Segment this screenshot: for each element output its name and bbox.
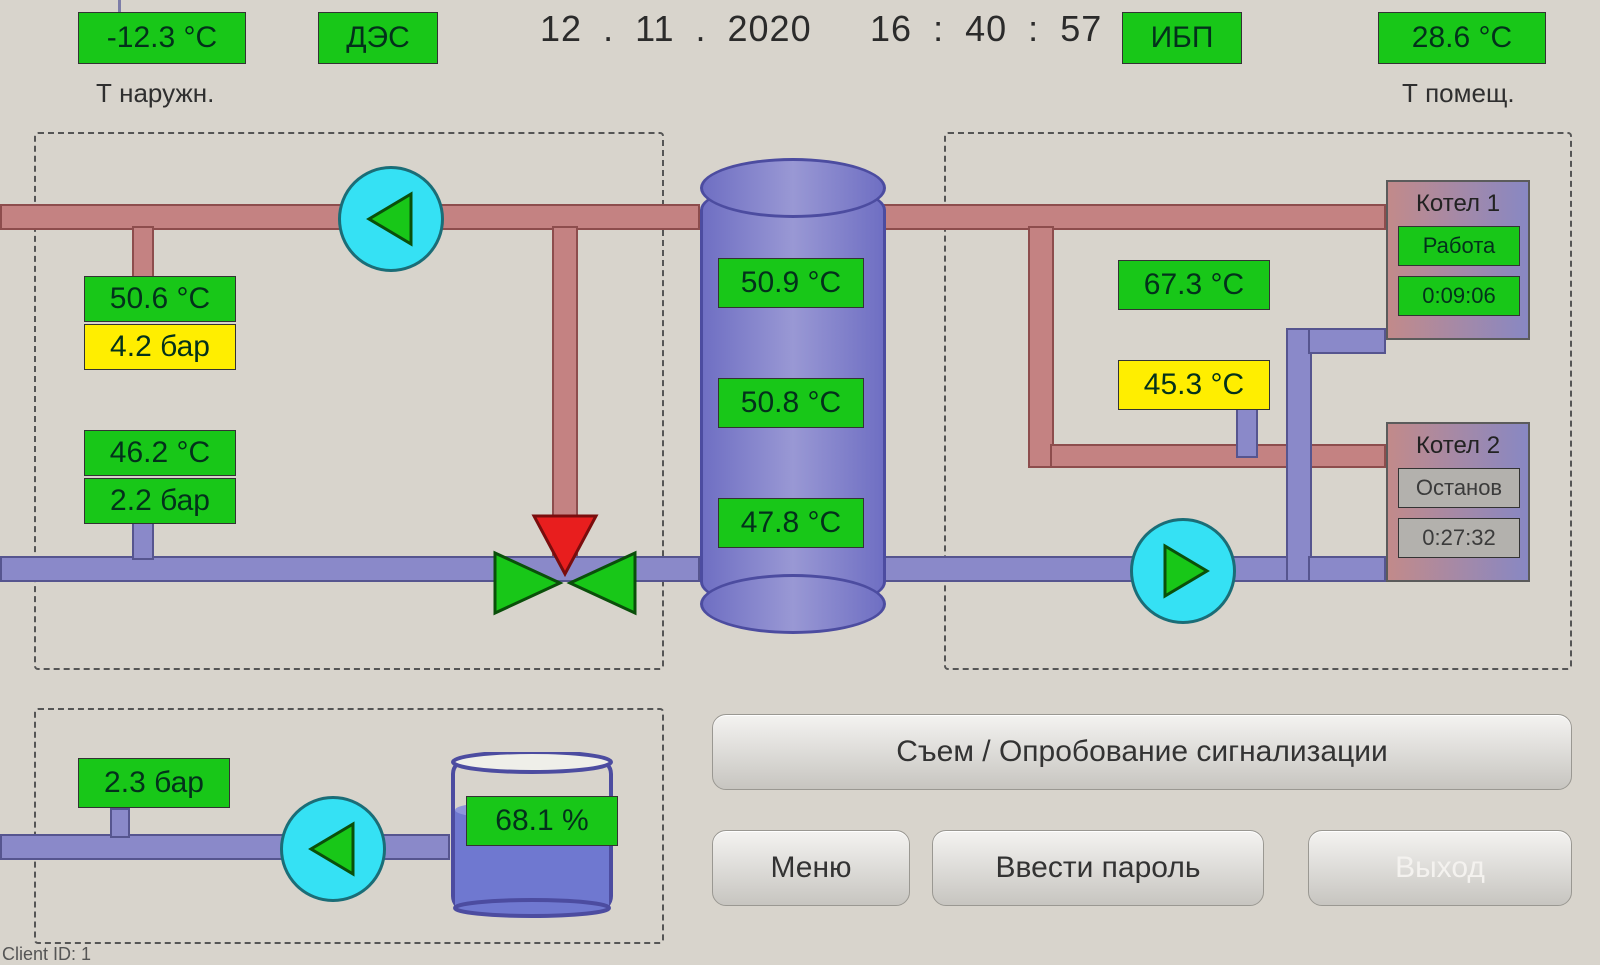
room-temp-label: Т помещ. — [1402, 78, 1515, 109]
boiler-return-vert — [1286, 328, 1312, 582]
outdoor-temp-value: -12.3 °C — [78, 12, 246, 64]
return-press-value: 2.2 бар — [84, 478, 236, 524]
boiler-1[interactable]: Котел 1 Работа 0:09:06 — [1386, 180, 1530, 340]
pump-arrow-left-icon — [303, 819, 363, 879]
time-s: 57 — [1060, 8, 1102, 49]
date-sep2: . — [685, 8, 716, 49]
cold-pipe-right — [878, 556, 1308, 582]
circulation-pump-right[interactable] — [1130, 518, 1236, 624]
boiler-2-title: Котел 2 — [1398, 432, 1518, 460]
boiler-out-temp: 67.3 °C — [1118, 260, 1270, 310]
makeup-stub — [110, 808, 130, 838]
room-temp-value: 28.6 °C — [1378, 12, 1546, 64]
boiler-1-timer: 0:09:06 — [1398, 276, 1520, 316]
password-button[interactable]: Ввести пароль — [932, 830, 1264, 906]
boiler-feed-vert — [1028, 226, 1054, 468]
tank-temp-bot: 47.8 °C — [718, 498, 864, 548]
date-year: 2020 — [728, 8, 812, 49]
date-month: 11 — [635, 8, 674, 49]
supply-stub — [132, 226, 154, 280]
outdoor-pipe-stub — [118, 0, 121, 12]
exit-button[interactable]: Выход — [1308, 830, 1572, 906]
menu-button[interactable]: Меню — [712, 830, 910, 906]
time-sep1: : — [923, 8, 954, 49]
boiler-2-status: Останов — [1398, 468, 1520, 508]
tank-temp-mid: 50.8 °C — [718, 378, 864, 428]
boiler2-feed — [1050, 444, 1386, 468]
boiler-in-temp: 45.3 °C — [1118, 360, 1270, 410]
boiler-2[interactable]: Котел 2 Останов 0:27:32 — [1386, 422, 1530, 582]
boiler1-return — [1308, 328, 1386, 354]
boiler2-return — [1308, 556, 1386, 582]
outdoor-temp-label: Т наружн. — [96, 78, 214, 109]
makeup-pump[interactable] — [280, 796, 386, 902]
return-temp-value: 46.2 °C — [84, 430, 236, 476]
three-way-valve-icon[interactable] — [480, 508, 650, 628]
time-m: 40 — [965, 8, 1007, 49]
tank-temp-top: 50.9 °C — [718, 258, 864, 308]
client-id-label: Client ID: 1 — [2, 944, 91, 965]
ups-indicator[interactable]: ИБП — [1122, 12, 1242, 64]
des-indicator[interactable]: ДЭС — [318, 12, 438, 64]
supply-press-value: 4.2 бар — [84, 324, 236, 370]
makeup-level-value: 68.1 % — [466, 796, 618, 846]
boiler-1-status: Работа — [1398, 226, 1520, 266]
time-display: 16 : 40 : 57 — [870, 8, 1102, 50]
supply-temp-value: 50.6 °C — [84, 276, 236, 322]
alarm-test-button[interactable]: Съем / Опробование сигнализации — [712, 714, 1572, 790]
boiler-2-timer: 0:27:32 — [1398, 518, 1520, 558]
date-sep1: . — [593, 8, 624, 49]
boiler-1-title: Котел 1 — [1398, 190, 1518, 218]
right-cold-stub — [1236, 408, 1258, 458]
time-h: 16 — [870, 8, 912, 49]
time-sep2: : — [1018, 8, 1049, 49]
pump-arrow-left-icon — [361, 189, 421, 249]
date-display: 12 . 11 . 2020 — [540, 8, 812, 50]
date-day: 12 — [540, 8, 582, 49]
hot-pipe-right — [878, 204, 1386, 230]
circulation-pump-left[interactable] — [338, 166, 444, 272]
makeup-press-value: 2.3 бар — [78, 758, 230, 808]
pump-arrow-right-icon — [1153, 541, 1213, 601]
